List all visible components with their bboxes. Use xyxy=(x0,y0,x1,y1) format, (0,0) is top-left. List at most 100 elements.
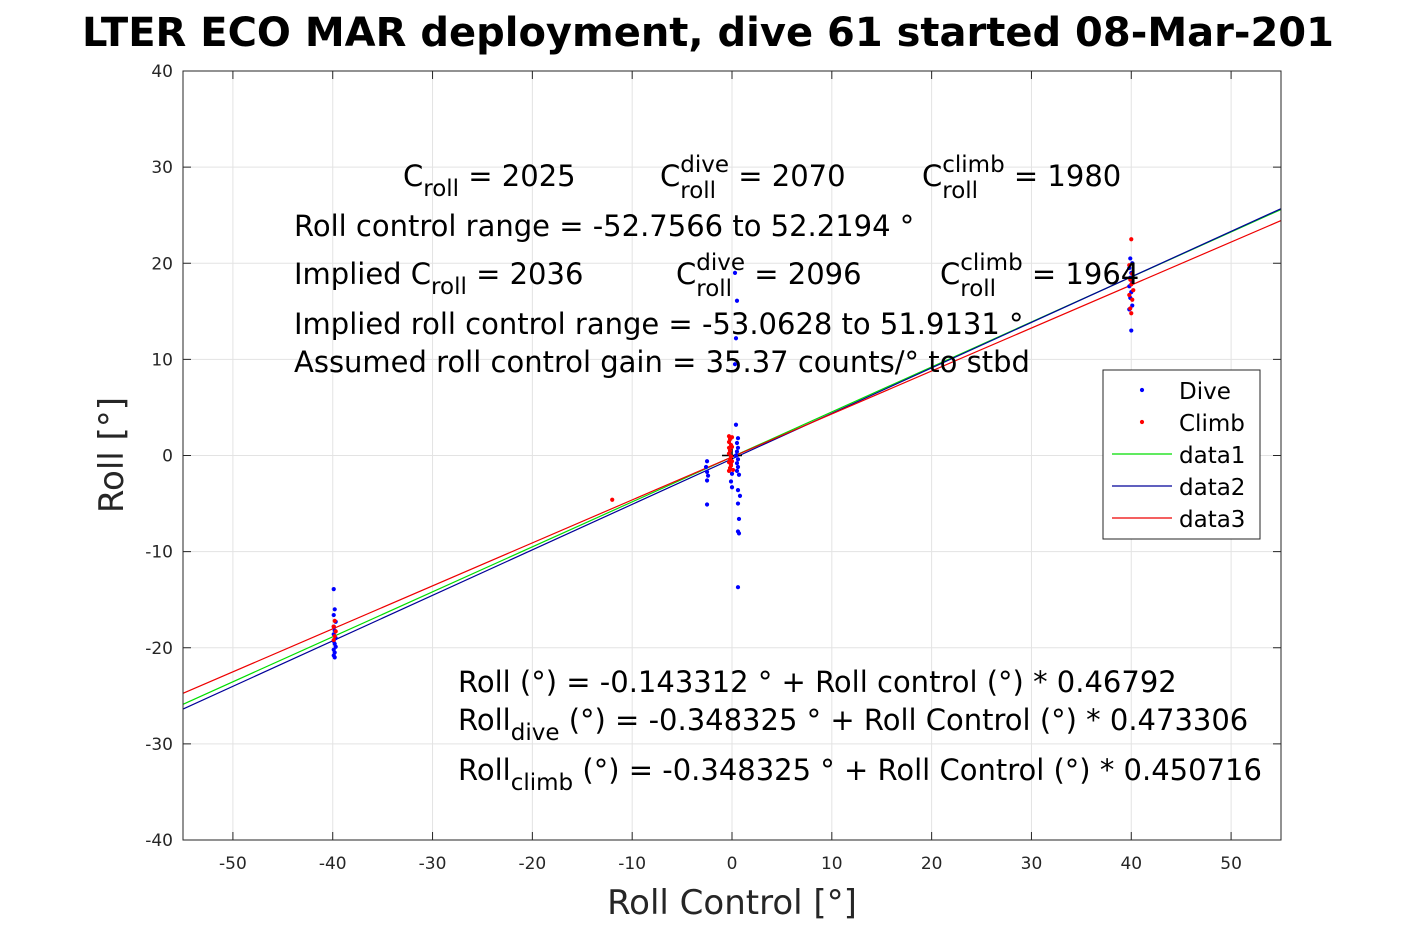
x-tick-label: -40 xyxy=(319,854,347,874)
y-tick-label: 30 xyxy=(151,158,173,178)
dive-point xyxy=(332,655,337,660)
c-roll-climb-label-rest: = 1980 xyxy=(1005,159,1122,193)
dive-point xyxy=(331,612,336,618)
y-tick-label: -10 xyxy=(145,543,173,563)
x-tick-label: 10 xyxy=(821,854,843,874)
c-roll-climb-label: Cclimb roll = 1980 xyxy=(922,152,1121,204)
dive-point xyxy=(735,445,741,450)
implied-c-dive-label-sup: dive xyxy=(696,250,745,276)
dive-point xyxy=(736,531,742,536)
dive-point xyxy=(734,298,740,303)
c-roll-climb-label-main: C xyxy=(922,159,942,193)
x-tick-label: -10 xyxy=(618,854,646,874)
climb-point xyxy=(1129,282,1134,287)
roll-control-range-label: Roll control range = -52.7566 to 52.2194… xyxy=(294,209,914,243)
chart-title: LTER ECO MAR deployment, dive 61 started… xyxy=(82,10,1334,56)
x-tick-label: -50 xyxy=(219,854,247,874)
dive-point xyxy=(733,336,739,341)
c-roll-label: Croll = 2025 xyxy=(403,159,576,202)
climb-point xyxy=(332,634,337,639)
y-tick-label: 20 xyxy=(151,254,173,274)
climb-point xyxy=(1127,292,1132,298)
implied-c-roll-label-rest: = 2036 xyxy=(467,257,584,291)
y-tick-label: -40 xyxy=(145,831,173,851)
y-tick-label: 0 xyxy=(162,447,173,467)
dive-point xyxy=(735,457,741,462)
fit-dive-label-sub: dive xyxy=(511,720,560,746)
implied-c-climb-label-main: C xyxy=(940,257,960,291)
implied-c-roll-label-prefix: Implied C xyxy=(294,257,431,291)
legend-marker-Dive xyxy=(1139,387,1145,393)
fit-dive-label-rest: (°) = -0.348325 ° + Roll Control (°) * 0… xyxy=(559,703,1248,737)
dive-point xyxy=(729,471,735,476)
c-roll-label-rest: = 2025 xyxy=(459,159,576,193)
climb-point xyxy=(1130,271,1135,276)
dive-point xyxy=(736,472,742,477)
fit-climb-label: Rollclimb (°) = -0.348325 ° + Roll Contr… xyxy=(458,753,1262,796)
climb-point xyxy=(610,497,615,502)
axis-ticks: -50 -40 -30 -20 -10 0 10 20 30 40 50 -40 -30 -20 -10 0 1… xyxy=(145,62,1281,874)
legend-label-data3: data3 xyxy=(1179,507,1245,533)
implied-c-roll-label-sub: roll xyxy=(431,274,467,300)
climb-point xyxy=(332,618,337,623)
dive-point xyxy=(732,362,738,367)
dive-point xyxy=(1130,261,1135,266)
climb-point xyxy=(729,444,735,449)
climb-point xyxy=(331,637,336,643)
climb-point xyxy=(1131,288,1136,293)
implied-c-climb-label: Cclimb roll = 1964 xyxy=(940,250,1139,302)
x-tick-label: -20 xyxy=(518,854,546,874)
climb-point xyxy=(1130,297,1135,302)
climb-point xyxy=(730,467,736,473)
dive-point xyxy=(734,440,740,446)
climb-point xyxy=(331,624,336,629)
y-axis-label: Roll [°] xyxy=(92,397,132,513)
c-roll-climb-label-sub: roll xyxy=(942,178,978,204)
dive-point xyxy=(735,436,741,441)
x-tick-label: 50 xyxy=(1220,854,1242,874)
legend: Dive Climb data1 data2 data3 xyxy=(1102,369,1261,540)
dive-point xyxy=(704,459,710,464)
x-tick-label: 30 xyxy=(1021,854,1043,874)
dive-point xyxy=(735,501,741,506)
dive-point xyxy=(1128,256,1133,261)
climb-point xyxy=(333,629,338,634)
climb-point xyxy=(1129,237,1134,242)
climb-point xyxy=(1127,263,1132,268)
dive-point xyxy=(703,464,709,470)
dive-point xyxy=(704,502,710,507)
dive-point xyxy=(331,587,336,592)
fit-dive-label-main: Roll xyxy=(458,703,511,737)
implied-c-dive-label-main: C xyxy=(676,257,696,291)
c-roll-dive-label: Cdive roll = 2070 xyxy=(660,152,846,204)
dive-point xyxy=(1129,328,1134,333)
implied-c-climb-label-rest: = 1964 xyxy=(1023,257,1140,291)
climb-point xyxy=(729,435,735,440)
y-tick-label: -30 xyxy=(145,735,173,755)
dive-point xyxy=(729,485,735,490)
dive-point xyxy=(732,270,738,275)
fit-label: Roll (°) = -0.143312 ° + Roll control (°… xyxy=(458,665,1177,699)
legend-label-Dive: Dive xyxy=(1179,379,1231,405)
legend-label-data2: data2 xyxy=(1179,475,1245,501)
fit-climb-label-rest: (°) = -0.348325 ° + Roll Control (°) * 0… xyxy=(573,753,1262,787)
x-tick-label: 40 xyxy=(1120,854,1142,874)
c-roll-dive-label-rest: = 2070 xyxy=(729,159,846,193)
c-roll-dive-label-sup: dive xyxy=(680,152,729,178)
gain-label: Assumed roll control gain = 35.37 counts… xyxy=(294,345,1030,379)
dive-point xyxy=(704,469,710,474)
x-axis-label: Roll Control [°] xyxy=(607,883,857,923)
implied-c-dive-label-sub: roll xyxy=(696,276,732,302)
dive-point xyxy=(705,473,711,478)
fit-climb-label-sub: climb xyxy=(511,770,573,796)
climb-point xyxy=(1129,311,1134,316)
dive-point xyxy=(734,468,740,473)
data-points xyxy=(331,237,1136,660)
implied-c-roll-label: Implied Croll = 2036 xyxy=(294,257,583,300)
implied-c-dive-label: Cdive roll = 2096 xyxy=(676,250,862,302)
implied-c-climb-label-sub: roll xyxy=(960,276,996,302)
legend-marker-Climb xyxy=(1139,419,1145,425)
climb-point xyxy=(1128,306,1133,311)
dive-point xyxy=(735,585,741,590)
